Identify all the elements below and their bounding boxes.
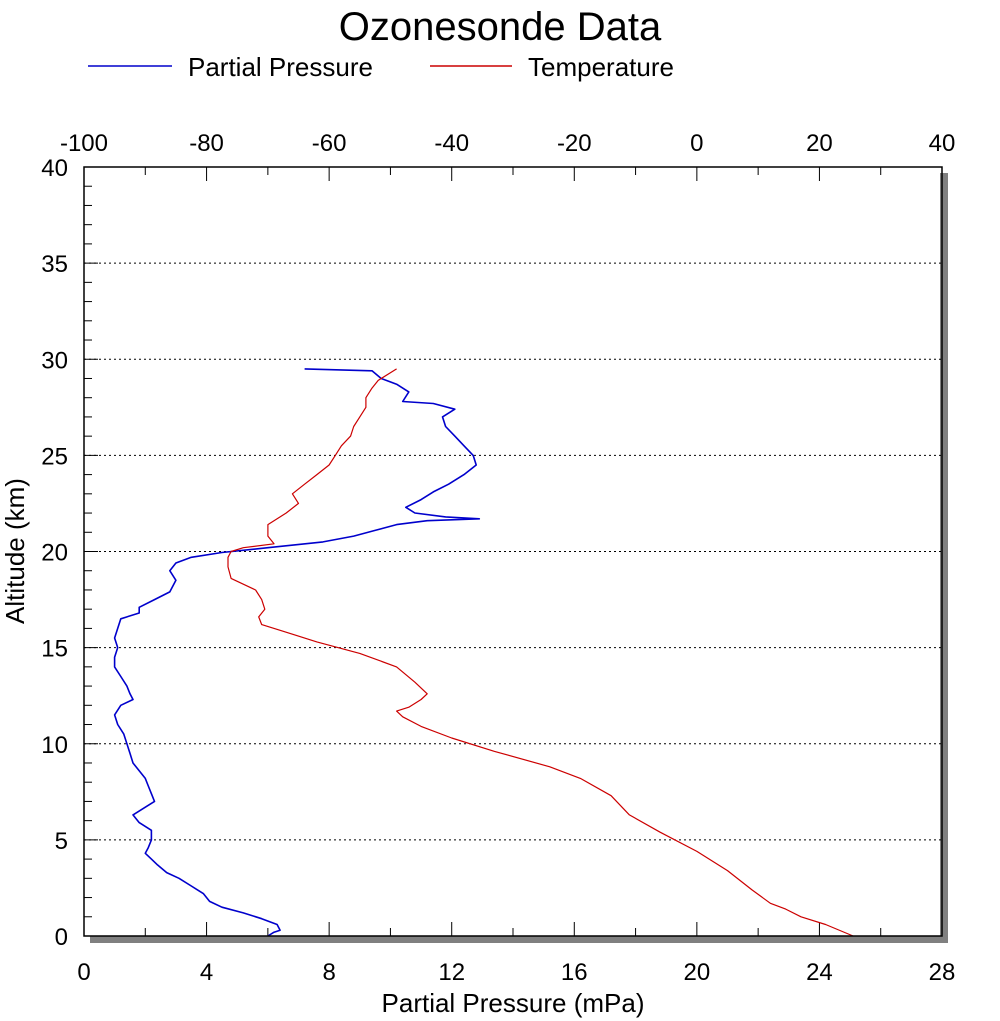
legend-label-partial-pressure: Partial Pressure	[188, 52, 373, 82]
y-tick-label: 20	[41, 540, 68, 567]
x-axis-label: Partial Pressure (mPa)	[382, 988, 645, 1018]
y-tick-label: 25	[41, 443, 68, 470]
x-top-tick-label: -20	[557, 130, 592, 157]
y-tick-label: 40	[41, 155, 68, 182]
y-tick-label: 30	[41, 347, 68, 374]
y-tick-label: 15	[41, 636, 68, 663]
axis-tick-labels: 0 5 10 15 20 25 30 35 40 0 4 8 12 16 20 24 28 -100 -80 -60 -…	[41, 130, 955, 986]
x-bottom-tick-label: 16	[561, 959, 588, 986]
x-bottom-tick-label: 4	[200, 959, 213, 986]
x-bottom-tick-label: 28	[929, 959, 956, 986]
x-top-tick-label: 0	[690, 130, 703, 157]
x-bottom-tick-label: 12	[438, 959, 465, 986]
x-bottom-tick-label: 20	[684, 959, 711, 986]
legend: Partial Pressure Temperature	[88, 52, 674, 82]
frame-shadow-right	[940, 173, 948, 943]
x-bottom-tick-label: 8	[322, 959, 335, 986]
axis-ticks	[83, 166, 943, 937]
series-line-temperature	[227, 368, 854, 937]
y-tick-label: 5	[55, 828, 68, 855]
y-tick-label: 0	[55, 924, 68, 951]
legend-label-temperature: Temperature	[528, 52, 674, 82]
gridlines	[84, 262, 942, 841]
y-tick-label: 10	[41, 732, 68, 759]
x-top-tick-label: -40	[434, 130, 469, 157]
series-line-partial-pressure	[113, 368, 481, 937]
x-top-tick-label: 20	[806, 130, 833, 157]
x-bottom-tick-label: 0	[77, 959, 90, 986]
x-top-tick-label: -100	[60, 130, 108, 157]
x-top-tick-label: 40	[929, 130, 956, 157]
x-top-tick-label: -60	[312, 130, 347, 157]
x-top-tick-label: -80	[189, 130, 224, 157]
plot-frame	[83, 166, 943, 937]
series	[113, 368, 854, 937]
frame-shadow-bottom	[90, 936, 948, 943]
y-tick-label: 35	[41, 251, 68, 278]
chart-title: Ozonesonde Data	[339, 5, 662, 49]
x-bottom-tick-label: 24	[806, 959, 833, 986]
y-axis-label: Altitude (km)	[0, 478, 30, 624]
